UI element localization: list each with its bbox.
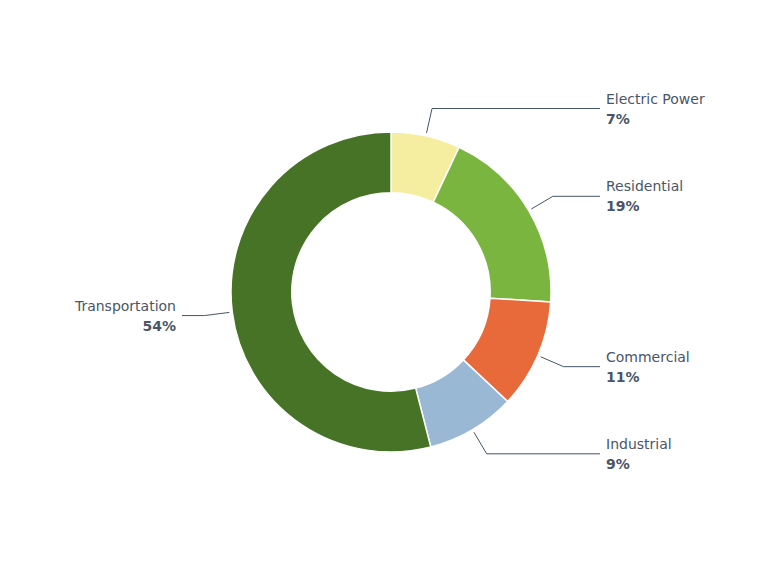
- donut-slice: [231, 132, 431, 452]
- leader-line: [427, 109, 600, 133]
- slice-label: Residential: [606, 178, 683, 194]
- data-label: 11%: [606, 369, 640, 385]
- slice-label: Electric Power: [606, 91, 705, 107]
- chart-svg: Electric Power 7% Residential 19% Commercial…: [0, 0, 782, 584]
- leader-line: [474, 432, 600, 454]
- donut-slice: [416, 360, 508, 447]
- leader-line: [182, 312, 229, 315]
- slices: [231, 132, 551, 452]
- slice-label: Commercial: [606, 349, 690, 365]
- data-label: 19%: [606, 198, 640, 214]
- slice-label: Industrial: [606, 436, 672, 452]
- data-label: 9%: [606, 456, 630, 472]
- leader-line: [541, 357, 600, 367]
- data-label: 7%: [606, 111, 630, 127]
- chart-container: Electric Power 7% Residential 19% Commercial…: [0, 0, 782, 584]
- leader-line: [531, 196, 600, 209]
- slice-label: Transportation: [74, 298, 176, 314]
- data-label: 54%: [142, 318, 176, 334]
- labels: Electric Power 7% Residential 19% Commercial…: [74, 91, 705, 472]
- donut-slice: [433, 147, 551, 302]
